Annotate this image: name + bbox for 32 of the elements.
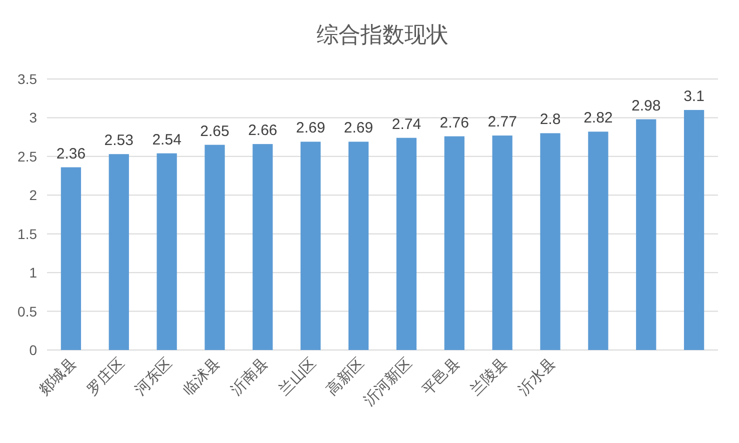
x-tick-label: 沂南县 (228, 354, 272, 399)
data-label: 3.1 (684, 88, 704, 105)
data-label: 2.36 (56, 145, 86, 162)
y-tick-label: 0 (29, 342, 38, 358)
data-label: 2.65 (200, 122, 230, 140)
data-label: 2.53 (104, 132, 134, 150)
y-tick-label: 3.5 (18, 71, 38, 87)
x-tick-label: 兰山区 (276, 354, 320, 399)
data-label: 2.82 (584, 110, 613, 127)
y-tick-label: 1.5 (18, 226, 38, 242)
y-tick-label: 0.5 (18, 303, 38, 320)
data-label: 2.77 (488, 114, 517, 131)
y-tick-label: 3 (29, 110, 38, 126)
data-label: 2.98 (632, 97, 661, 114)
y-tick-label: 2 (29, 187, 38, 204)
x-tick-label: 兰陵县 (467, 354, 512, 399)
x-tick-label: 临沭县 (180, 354, 224, 399)
y-tick-label: 1 (29, 264, 38, 281)
data-label: 2.8 (540, 111, 561, 128)
data-label: 2.69 (344, 120, 374, 137)
x-tick-label: 河东区 (132, 354, 176, 399)
x-tick-label: 平邑县 (419, 354, 464, 399)
data-label: 2.54 (152, 131, 182, 148)
data-label: 2.74 (392, 116, 422, 133)
title: 综合指数现状 (316, 22, 448, 47)
x-tick-label: 郯城县 (36, 354, 80, 399)
y-tick-label: 2.5 (18, 148, 38, 164)
data-label: 2.76 (440, 114, 469, 132)
x-tick-label: 罗庄区 (84, 354, 128, 399)
data-label: 2.69 (296, 120, 326, 137)
data-label: 2.66 (248, 122, 278, 140)
x-tick-label: 沂水县 (515, 354, 560, 399)
